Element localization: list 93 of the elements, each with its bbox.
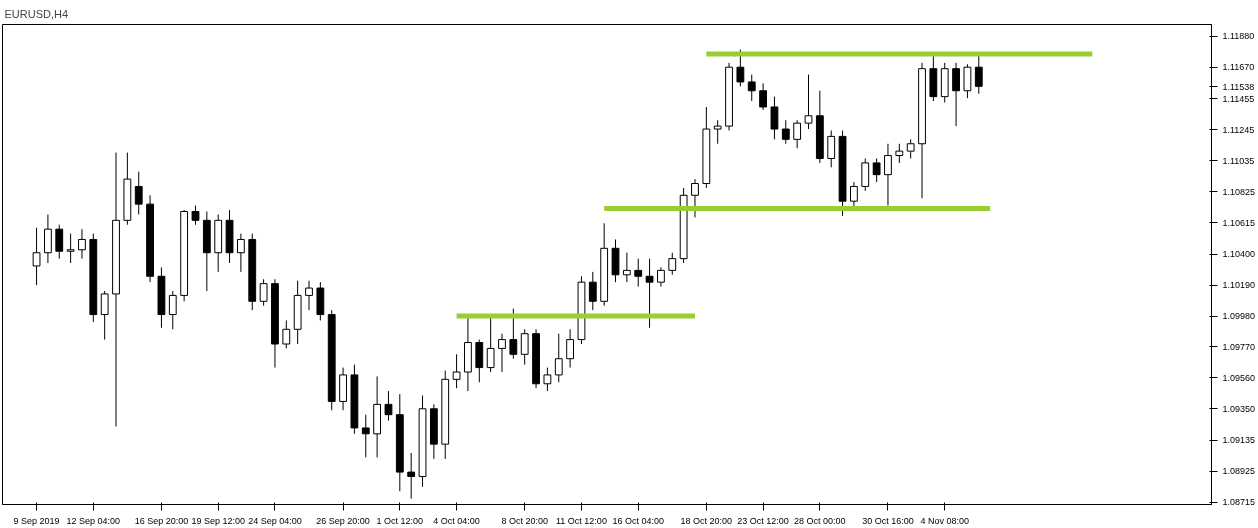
candlestick <box>702 106 711 189</box>
candlestick <box>645 258 654 329</box>
candlestick <box>202 210 211 292</box>
y-tick-label: 1.11035 <box>1222 155 1255 166</box>
candlestick <box>622 252 631 283</box>
x-tick-label: 23 Oct 12:00 <box>737 515 789 526</box>
candlestick <box>157 266 166 329</box>
candlestick <box>429 403 438 460</box>
y-tick-label: 1.10615 <box>1222 217 1256 228</box>
x-tick-label: 4 Oct 04:00 <box>433 515 480 526</box>
candlestick <box>929 54 938 102</box>
candlestick <box>498 333 506 373</box>
candlestick <box>486 317 495 373</box>
y-tick-label: 1.11245 <box>1222 124 1255 135</box>
candlestick <box>634 258 643 288</box>
y-tick-label: 1.10825 <box>1222 186 1256 197</box>
candlestick <box>952 62 960 127</box>
candlestick <box>123 152 132 226</box>
candlestick <box>770 96 779 140</box>
y-tick-label: 1.11670 <box>1222 62 1255 73</box>
x-tick-label: 12 Sep 04:00 <box>66 515 121 526</box>
candlestick <box>793 119 802 149</box>
y-tick-label: 1.09135 <box>1222 435 1256 446</box>
candlestick <box>884 143 892 207</box>
y-tick-label: 1.11880 <box>1222 31 1255 42</box>
candlestick <box>225 209 234 264</box>
y-tick-label: 1.08925 <box>1222 466 1256 477</box>
candlestick <box>146 194 154 283</box>
x-tick-label: 16 Sep 20:00 <box>134 515 189 526</box>
candlestick <box>872 157 881 183</box>
candlestick <box>305 280 313 311</box>
candlestick <box>815 90 824 164</box>
candlestick <box>850 181 858 208</box>
x-tick-label: 11 Oct 12:00 <box>556 515 607 526</box>
candlestick <box>657 266 665 288</box>
candlestick <box>759 82 767 111</box>
candlestick <box>271 278 279 369</box>
y-tick-label: 1.08715 <box>1222 497 1256 508</box>
candlestick <box>520 328 529 366</box>
candlestick <box>566 328 575 369</box>
y-tick-label: 1.09350 <box>1222 403 1256 414</box>
candlestick <box>532 328 540 389</box>
candlestick <box>134 171 143 215</box>
candlestick <box>55 224 64 260</box>
x-tick-label: 18 Oct 20:00 <box>680 515 733 526</box>
candlestick <box>418 395 427 488</box>
y-tick-label: 1.09980 <box>1222 311 1256 322</box>
candlestick <box>361 414 370 458</box>
candlestick <box>180 210 189 302</box>
x-tick-label: 24 Sep 04:00 <box>248 515 302 526</box>
candlestick <box>384 390 393 422</box>
y-tick-label: 1.11538 <box>1222 81 1255 92</box>
candlestick <box>725 62 733 132</box>
candlestick <box>112 152 120 427</box>
x-tick-label: 26 Sep 20:00 <box>316 515 370 526</box>
x-tick-label: 30 Oct 16:00 <box>862 515 914 526</box>
x-tick-label: 28 Oct 00:00 <box>794 515 846 526</box>
x-tick-label: 16 Oct 04:00 <box>612 515 664 526</box>
candlestick <box>168 290 177 330</box>
y-tick-label: 1.10190 <box>1222 280 1256 291</box>
chart-title: EURUSD,H4 <box>4 7 69 20</box>
x-tick-label: 19 Sep 12:00 <box>191 515 245 526</box>
candlestick <box>509 308 518 360</box>
candlestick <box>464 317 472 392</box>
candlestick <box>395 393 404 492</box>
candlestick <box>611 238 620 283</box>
candlestick <box>293 280 302 345</box>
x-tick-label: 4 Nov 08:00 <box>920 515 970 526</box>
candlestick <box>963 63 972 99</box>
y-tick-label: 1.11455 <box>1222 93 1255 104</box>
candlestick <box>974 54 983 95</box>
candlestick <box>78 228 86 260</box>
candlestick <box>918 62 926 199</box>
candlestick <box>66 233 75 264</box>
y-tick-label: 1.09770 <box>1222 341 1256 352</box>
candlestick <box>259 278 268 307</box>
candlestick <box>679 187 688 264</box>
y-tick-label: 1.10400 <box>1222 249 1256 260</box>
candlestick <box>44 213 52 264</box>
candlestick <box>32 227 41 286</box>
candlestick <box>861 157 870 192</box>
candlestick <box>214 213 223 273</box>
x-tick-label: 1 Oct 12:00 <box>376 515 424 526</box>
x-tick-label: 9 Sep 2019 <box>13 515 60 526</box>
candlestick <box>373 375 382 458</box>
candlestick <box>236 233 245 273</box>
candlestick <box>600 222 609 307</box>
candlestick <box>691 178 699 218</box>
candlestick <box>577 275 586 345</box>
candlestick <box>407 452 416 500</box>
y-tick-label: 1.09560 <box>1222 372 1256 383</box>
x-tick-label: 8 Oct 20:00 <box>501 515 548 526</box>
candlestick <box>339 367 347 411</box>
